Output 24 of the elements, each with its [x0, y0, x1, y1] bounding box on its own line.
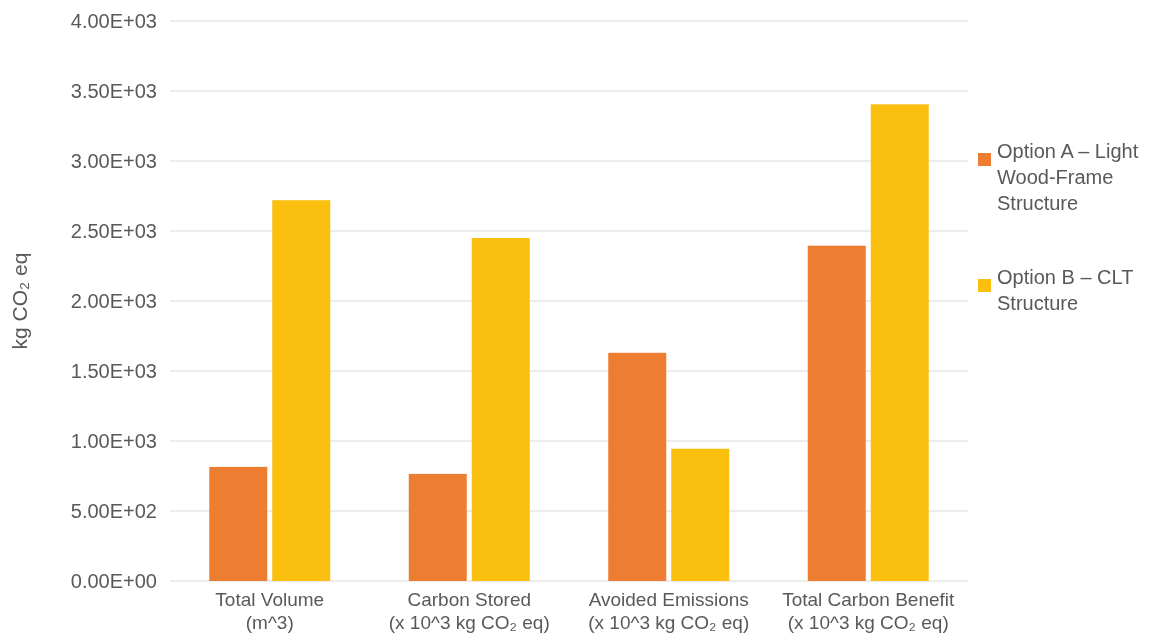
- bar: [408, 473, 467, 581]
- y-tick-label: 0.00E+00: [70, 570, 157, 592]
- bar: [870, 104, 929, 581]
- bar: [272, 200, 331, 581]
- x-tick-label: Avoided Emissions (x 10^3 kg CO₂ eq): [588, 589, 750, 633]
- y-tick-label: 3.00E+03: [70, 150, 157, 172]
- y-tick-label: 4.00E+03: [70, 10, 157, 32]
- y-tick-label: 5.00E+02: [70, 500, 157, 522]
- x-tick-label: Carbon Stored (x 10^3 kg CO₂ eq): [388, 589, 550, 633]
- y-axis-title: kg CO₂ eq: [8, 252, 31, 350]
- y-tick-label: 1.50E+03: [70, 360, 157, 382]
- bar: [209, 466, 268, 581]
- x-tick-label: Total Carbon Benefit (x 10^3 kg CO₂ eq): [782, 589, 956, 633]
- x-tick-label: Total Volume (m^3): [215, 589, 325, 633]
- y-tick-label: 2.50E+03: [70, 220, 157, 242]
- bar: [608, 352, 667, 581]
- bar: [807, 245, 866, 581]
- y-tick-label: 2.00E+03: [70, 290, 157, 312]
- y-tick-label: 1.00E+03: [70, 430, 157, 452]
- legend-label: Option A – Light Wood-Frame Structure: [997, 140, 1139, 214]
- bar: [471, 238, 530, 581]
- bar: [671, 448, 730, 581]
- y-tick-label: 3.50E+03: [70, 80, 157, 102]
- legend-label: Option B – CLT Structure: [997, 266, 1134, 314]
